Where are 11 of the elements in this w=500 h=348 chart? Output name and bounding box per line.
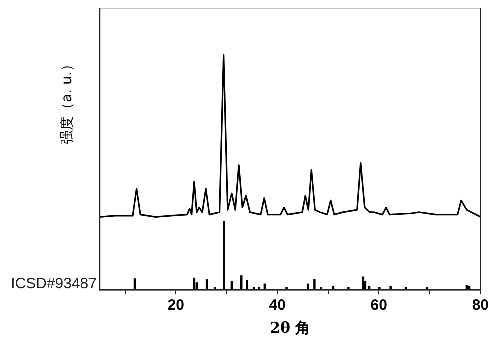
bar — [314, 279, 316, 290]
text: ICSD#93487 — [11, 276, 97, 293]
y-axis-title: 强度（a. u.） — [60, 58, 76, 144]
x-axis-title: 2θ 角 — [270, 318, 311, 337]
bar — [246, 280, 248, 290]
x-tick-label: 80 — [472, 297, 489, 314]
x-tick-label: 40 — [269, 297, 286, 314]
x-tick-label: 60 — [370, 297, 388, 314]
bar — [223, 222, 226, 290]
x-tick-label: 20 — [168, 297, 184, 314]
bar — [390, 286, 392, 290]
